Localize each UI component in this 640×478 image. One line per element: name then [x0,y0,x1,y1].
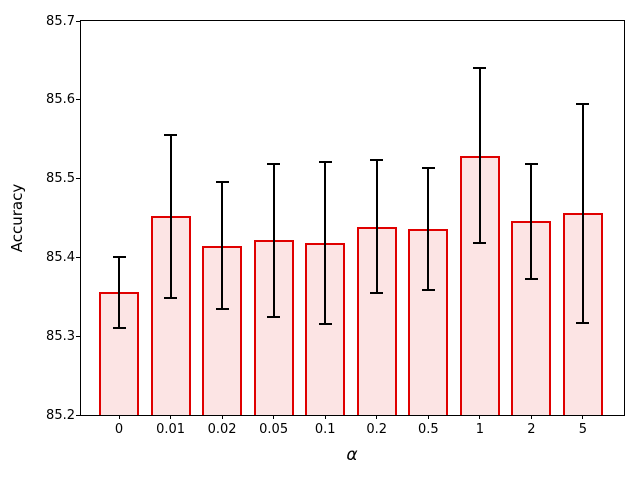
error-bar-cap-bottom [267,315,281,318]
x-tick-mark [324,415,326,419]
error-bar-cap-top [576,102,590,105]
error-bar-cap-top [318,161,332,164]
x-tick-label: 0.5 [417,422,439,437]
y-tick-mark [76,20,80,22]
error-bar-cap-bottom [576,321,590,324]
y-tick-mark [76,335,80,337]
x-tick-mark [170,415,172,419]
error-bar-line [118,256,120,328]
y-tick-mark [76,414,80,416]
x-axis-label: α [346,445,358,465]
error-bar-cap-bottom [318,323,332,326]
error-bar-line [427,167,430,291]
error-bar-cap-bottom [473,242,487,245]
x-tick-label: 0.1 [314,422,336,437]
error-bar-cap-bottom [370,291,384,294]
x-tick-mark [273,415,275,419]
x-tick-mark [582,415,584,419]
y-tick-label: 85.5 [46,171,75,187]
plot-area: 85.2 85.3 85.4 85.5 85.6 85.7 0 0.01 0.02 0.05 0.1… [46,14,625,437]
y-tick-label: 85.6 [46,92,75,108]
error-bar-line [530,163,533,279]
x-tick-label: 0.05 [259,422,289,437]
error-bar-cap-bottom [112,326,126,329]
y-tick-mark [76,256,80,258]
error-bar-cap-top [421,166,435,169]
x-tick-mark [376,415,378,419]
x-tick-label: 0.01 [156,422,186,437]
error-bar-cap-bottom [164,296,178,299]
x-tick-label: 0.02 [207,422,237,437]
y-tick-mark [76,99,80,101]
x-tick-label: 5 [578,422,588,437]
error-bar-line [375,160,378,293]
error-bar-line [324,162,327,325]
x-tick-label: 1 [475,422,484,437]
x-tick-mark [530,415,532,419]
y-tick-label: 85.4 [46,249,75,265]
y-tick-label: 85.7 [46,13,75,29]
error-bar-line [581,103,584,323]
x-tick-mark [118,415,120,419]
error-bar-cap-top [164,134,178,137]
error-bar-cap-top [215,180,229,183]
error-bar-cap-top [524,162,538,165]
error-bar-cap-top [370,159,384,162]
error-bar-line [221,181,224,310]
x-tick-mark [479,415,481,419]
y-tick-label: 85.3 [46,328,75,344]
x-tick-mark [427,415,429,419]
y-tick-mark [76,178,80,180]
error-bar-line [169,135,172,298]
y-tick-label: 85.2 [46,407,75,423]
bar [305,243,346,415]
error-bar-cap-bottom [524,277,538,280]
y-axis-label: Accuracy [8,183,26,253]
x-tick-mark [221,415,223,419]
error-bar-cap-top [267,162,281,165]
x-tick-label: 2 [527,422,536,437]
error-bar-cap-top [473,67,487,70]
x-tick-label: 0 [114,422,124,437]
error-bar-cap-top [112,255,126,258]
error-bar-line [478,68,481,244]
error-bar-cap-bottom [215,308,229,311]
error-bar-cap-bottom [421,289,435,292]
error-bar-line [272,163,275,317]
x-tick-label: 0.2 [366,422,388,437]
